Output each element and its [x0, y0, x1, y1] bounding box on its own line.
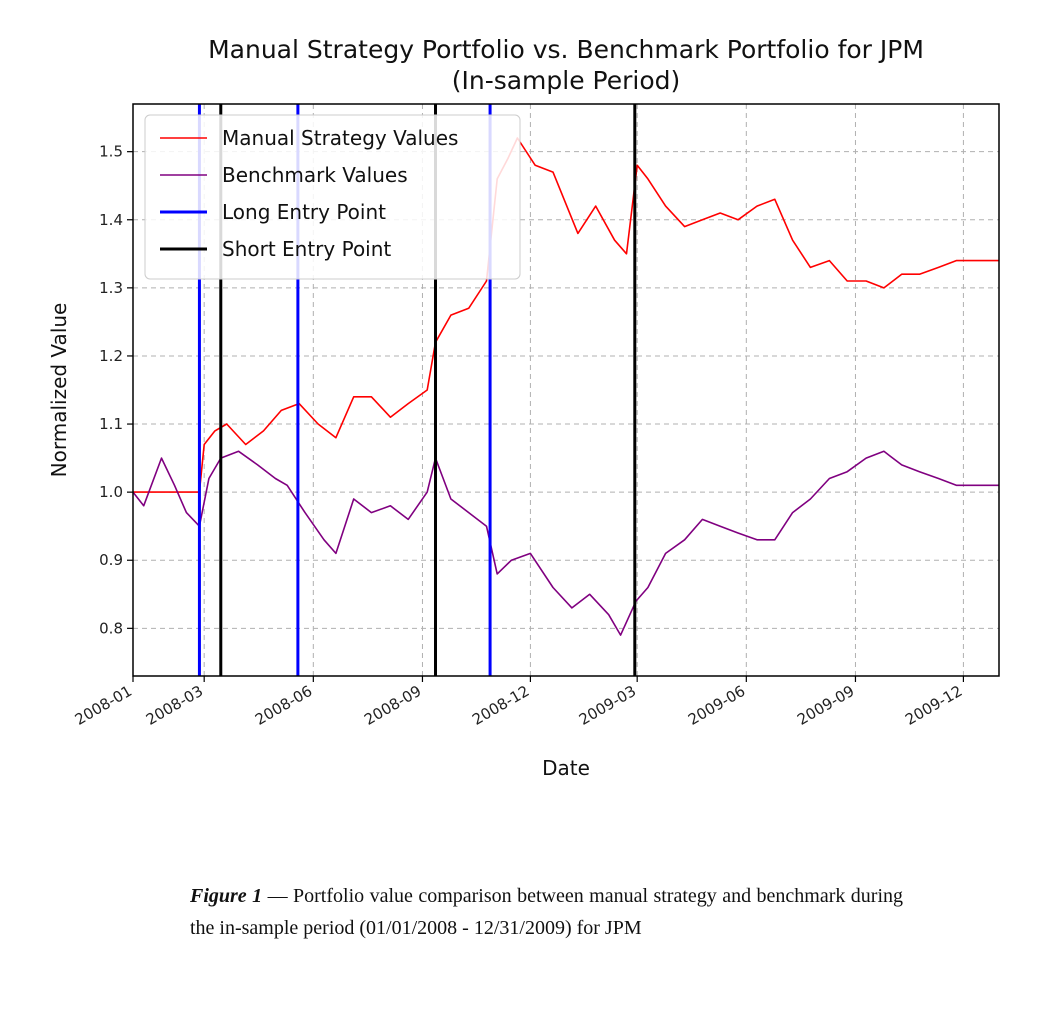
- y-tick-label: 1.3: [99, 279, 123, 297]
- plot-frame: [132, 103, 1000, 677]
- y-tick-label: 0.8: [99, 619, 123, 637]
- legend-label: Short Entry Point: [222, 237, 391, 261]
- legend: Manual Strategy Values Benchmark Values Lo…: [144, 114, 521, 280]
- y-axis: 0.8 0.9 1.0 1.1 1.2 1.3 1.4 1.5: [99, 143, 133, 637]
- x-tick-label: 2009-03: [576, 682, 639, 729]
- series-line-manual-strategy-values: [133, 137, 999, 493]
- legend-label: Long Entry Point: [222, 200, 386, 224]
- x-tick-label: 2009-06: [685, 682, 748, 729]
- x-tick-label: 2009-09: [794, 682, 857, 729]
- x-tick-label: 2009-12: [902, 682, 965, 729]
- y-tick-label: 1.0: [99, 483, 123, 501]
- y-tick-label: 1.4: [99, 211, 123, 229]
- x-tick-label: 2008-03: [143, 682, 206, 729]
- x-axis: 2008-01 2008-03 2008-06 2008-09 2008-12 2009-…: [72, 676, 965, 729]
- y-tick-label: 1.2: [99, 347, 123, 365]
- caption-text: Portfolio value comparison between manua…: [190, 885, 904, 939]
- x-tick-label: 2008-12: [469, 682, 532, 729]
- y-axis-label: Normalized Value: [47, 303, 71, 478]
- y-tick-label: 0.9: [99, 551, 123, 569]
- x-tick-label: 2008-06: [252, 682, 315, 729]
- y-tick-label: 1.1: [99, 415, 123, 433]
- chart-subtitle: (In-sample Period): [452, 66, 681, 95]
- chart-title: Manual Strategy Portfolio vs. Benchmark …: [208, 35, 924, 64]
- chart: Manual Strategy Portfolio vs. Benchmark …: [47, 35, 1000, 780]
- x-tick-label: 2008-01: [72, 682, 135, 729]
- figure-caption: Figure 1 — Portfolio value comparison be…: [190, 880, 903, 944]
- legend-box: [144, 114, 521, 280]
- series-layer: [132, 137, 999, 636]
- caption-dash: —: [262, 885, 294, 907]
- x-axis-label: Date: [542, 756, 590, 780]
- caption-lead: Figure 1: [190, 885, 263, 907]
- series-line-benchmark-values: [132, 450, 999, 636]
- legend-label: Manual Strategy Values: [222, 126, 458, 150]
- x-tick-label: 2008-09: [361, 682, 424, 729]
- y-tick-label: 1.5: [99, 143, 123, 161]
- legend-label: Benchmark Values: [222, 163, 408, 187]
